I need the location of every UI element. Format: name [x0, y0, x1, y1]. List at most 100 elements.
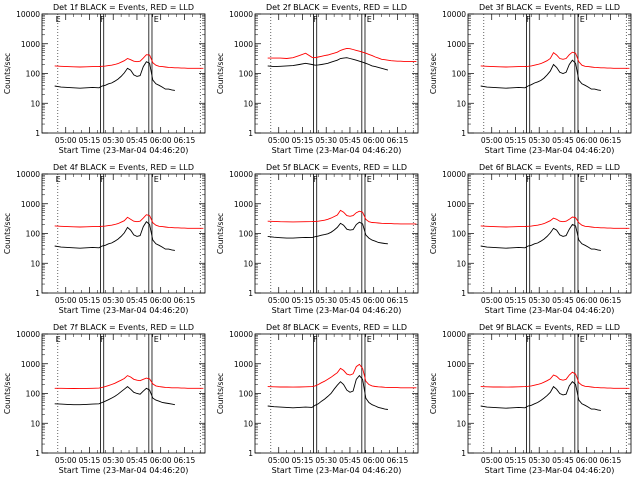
- x-tick-label: 06:00: [150, 296, 172, 305]
- x-tick-label: 05:15: [79, 136, 101, 145]
- panel-det-3: Det 3f BLACK = Events, RED = LLD 1 10 100 10…: [429, 3, 632, 155]
- panel-title: Det 6f BLACK = Events, RED = LLD: [479, 163, 620, 172]
- interval-marker-label: E: [56, 175, 61, 184]
- x-tick-label: 05:00: [481, 136, 503, 145]
- interval-marker-label: E: [56, 335, 61, 344]
- series-line-events: [267, 374, 388, 410]
- x-tick-label: 05:00: [268, 456, 290, 465]
- panel-title: Det 8f BLACK = Events, RED = LLD: [266, 323, 407, 332]
- y-axis-label: Counts/sec: [216, 373, 225, 414]
- y-tick-label: 1: [35, 129, 40, 138]
- y-tick-label: 1000: [234, 200, 253, 209]
- x-tick-label: 05:45: [126, 456, 148, 465]
- series-line-lld: [480, 216, 630, 229]
- x-tick-label: 06:15: [387, 136, 409, 145]
- y-tick-label: 100: [239, 230, 254, 239]
- series-line-events: [480, 223, 601, 251]
- panel-det-6: Det 6f BLACK = Events, RED = LLD 1 10 100 10…: [429, 163, 632, 315]
- y-axis-label: Counts/sec: [3, 213, 12, 254]
- y-tick-label: 1000: [21, 360, 40, 369]
- y-axis-label: Counts/sec: [429, 373, 438, 414]
- y-tick-label: 1000: [447, 200, 466, 209]
- x-tick-label: 05:00: [55, 136, 77, 145]
- series-line-events: [267, 221, 388, 245]
- y-tick-label: 1: [35, 289, 40, 298]
- x-axis-label: Start Time (23-Mar-04 04:46:20): [272, 306, 402, 315]
- x-tick-label: 05:45: [552, 296, 574, 305]
- x-tick-label: 05:15: [505, 136, 527, 145]
- x-tick-label: 05:30: [528, 456, 550, 465]
- x-tick-label: 05:45: [339, 136, 361, 145]
- panel-det-2: Det 2f BLACK = Events, RED = LLD 1 10 100 10…: [216, 3, 419, 155]
- x-tick-label: 05:00: [481, 296, 503, 305]
- y-tick-label: 1: [35, 449, 40, 458]
- y-tick-label: 10000: [229, 10, 253, 19]
- panel-title: Det 9f BLACK = Events, RED = LLD: [479, 323, 620, 332]
- x-tick-label: 05:00: [55, 296, 77, 305]
- x-tick-label: 06:00: [150, 136, 172, 145]
- series-line-lld: [480, 371, 630, 389]
- x-axis-label: Start Time (23-Mar-04 04:46:20): [59, 466, 189, 475]
- x-tick-label: 05:30: [528, 136, 550, 145]
- panel-det-8: Det 8f BLACK = Events, RED = LLD 1 10 100 10…: [216, 323, 419, 475]
- interval-marker-label: E: [580, 175, 585, 184]
- x-tick-label: 06:15: [387, 296, 409, 305]
- y-tick-label: 1000: [234, 360, 253, 369]
- x-tick-label: 05:00: [268, 136, 290, 145]
- x-axis-label: Start Time (23-Mar-04 04:46:20): [59, 306, 189, 315]
- panel-title: Det 3f BLACK = Events, RED = LLD: [479, 3, 620, 12]
- x-tick-label: 06:00: [150, 456, 172, 465]
- y-tick-label: 10: [243, 259, 253, 268]
- interval-marker-label: E: [367, 335, 372, 344]
- y-tick-label: 1: [248, 129, 253, 138]
- interval-marker-label: E: [580, 15, 585, 24]
- series-line-events: [480, 59, 601, 91]
- series-line-lld: [54, 214, 204, 229]
- interval-marker-label: F: [100, 175, 105, 184]
- y-tick-label: 1000: [234, 40, 253, 49]
- y-tick-label: 100: [239, 390, 254, 399]
- x-tick-label: 06:15: [174, 456, 196, 465]
- x-tick-label: 06:15: [174, 296, 196, 305]
- y-tick-label: 10000: [229, 330, 253, 339]
- interval-marker-label: F: [100, 335, 105, 344]
- x-tick-label: 06:15: [174, 136, 196, 145]
- x-tick-label: 05:00: [481, 456, 503, 465]
- x-tick-label: 05:45: [126, 296, 148, 305]
- y-tick-label: 10000: [442, 330, 466, 339]
- interval-marker-label: E: [154, 15, 159, 24]
- x-tick-label: 05:45: [552, 136, 574, 145]
- x-axis-label: Start Time (23-Mar-04 04:46:20): [272, 466, 402, 475]
- y-tick-label: 10: [30, 419, 40, 428]
- x-tick-label: 05:30: [102, 456, 124, 465]
- y-tick-label: 10: [456, 259, 466, 268]
- panel-det-5: Det 5f BLACK = Events, RED = LLD 1 10 100 10…: [216, 163, 419, 315]
- x-tick-label: 05:30: [102, 136, 124, 145]
- panel-title: Det 1f BLACK = Events, RED = LLD: [53, 3, 194, 12]
- plot-frame: [254, 13, 419, 134]
- x-tick-label: 05:45: [339, 456, 361, 465]
- series-line-lld: [267, 47, 417, 62]
- x-tick-label: 06:00: [363, 456, 385, 465]
- series-line-lld: [480, 51, 630, 69]
- y-axis-label: Counts/sec: [3, 373, 12, 414]
- x-tick-label: 05:15: [505, 456, 527, 465]
- y-axis-label: Counts/sec: [429, 213, 438, 254]
- y-tick-label: 100: [26, 230, 41, 239]
- y-tick-label: 10: [456, 419, 466, 428]
- x-tick-label: 06:00: [576, 136, 598, 145]
- y-tick-label: 10: [456, 99, 466, 108]
- series-line-lld: [54, 54, 204, 69]
- x-axis-label: Start Time (23-Mar-04 04:46:20): [485, 306, 615, 315]
- x-tick-label: 05:00: [268, 296, 290, 305]
- interval-marker-label: F: [313, 175, 318, 184]
- x-tick-label: 05:15: [79, 296, 101, 305]
- interval-marker-label: E: [154, 335, 159, 344]
- plot-frame: [254, 173, 419, 294]
- x-tick-label: 05:45: [552, 456, 574, 465]
- y-tick-label: 100: [26, 390, 41, 399]
- y-tick-label: 10000: [442, 10, 466, 19]
- interval-marker-label: E: [367, 175, 372, 184]
- series-line-events: [267, 57, 389, 71]
- y-tick-label: 1000: [447, 360, 466, 369]
